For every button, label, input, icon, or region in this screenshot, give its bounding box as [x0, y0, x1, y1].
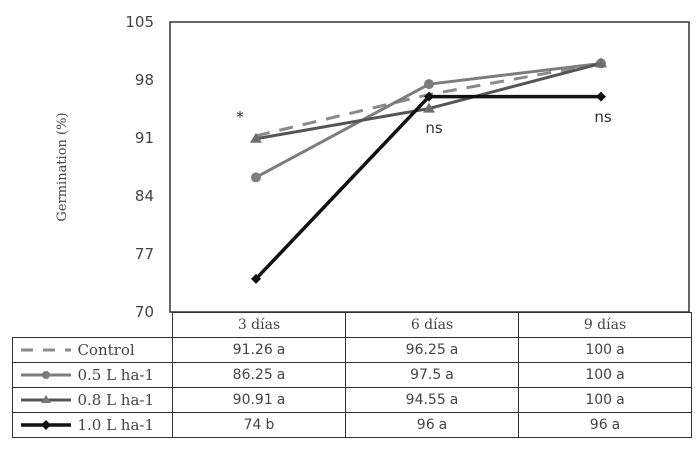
significance-label: *: [236, 108, 244, 126]
diamond-marker: [424, 91, 434, 102]
header-9-dias: 9 días: [518, 312, 692, 338]
triangle-marker: [595, 57, 607, 68]
diamond-marker: [251, 273, 261, 284]
legend-0-5: 0.5 L ha-1: [12, 362, 173, 388]
triangle-marker-line-icon: [21, 395, 71, 403]
y-tick-label: 91: [135, 129, 154, 147]
diamond-marker: [596, 91, 606, 102]
cell-08-9: 100 a: [518, 387, 692, 413]
header-6-dias: 6 días: [345, 312, 519, 338]
plot-area: [169, 21, 690, 313]
legend-label: 0.5 L ha-1: [77, 366, 155, 384]
cell-control-6: 96.25 a: [345, 337, 519, 363]
circle-marker: [251, 172, 261, 183]
header-3-dias: 3 días: [172, 312, 346, 338]
y-tick-label: 77: [135, 245, 154, 263]
cell-05-9: 100 a: [518, 362, 692, 388]
table-corner: [12, 312, 173, 338]
dashed-line-icon: [21, 348, 71, 352]
table-row: 1.0 L ha-1 74 b 96 a 96 a: [12, 412, 692, 438]
y-tick-label: 98: [135, 71, 154, 89]
legend-label: 1.0 L ha-1: [77, 416, 155, 434]
legend-control: Control: [12, 337, 173, 363]
significance-label: ns: [425, 119, 443, 137]
y-tick-label: 105: [125, 13, 154, 31]
cell-10-3: 74 b: [172, 412, 346, 438]
diamond-marker-line-icon: [21, 420, 71, 430]
cell-10-6: 96 a: [345, 412, 519, 438]
triangle-marker: [423, 102, 435, 113]
legend-0-8: 0.8 L ha-1: [12, 387, 173, 413]
table-row: 0.8 L ha-1 90.91 a 94.55 a 100 a: [12, 387, 692, 413]
cell-control-9: 100 a: [518, 337, 692, 363]
cell-08-6: 94.55 a: [345, 387, 519, 413]
circle-marker-line-icon: [21, 371, 71, 379]
significance-label: ns: [594, 108, 612, 126]
legend-1-0: 1.0 L ha-1: [12, 412, 173, 438]
circle-marker: [424, 79, 434, 90]
data-table: 3 días 6 días 9 días Control 91.26 a 96.2…: [12, 312, 692, 438]
series-1-0-l-ha-1: [251, 91, 606, 284]
cell-05-6: 97.5 a: [345, 362, 519, 388]
series-lines: [250, 57, 607, 284]
legend-label: 0.8 L ha-1: [77, 391, 155, 409]
triangle-marker: [250, 132, 262, 143]
y-axis-label: Germination (%): [55, 112, 70, 221]
series-0-8-l-ha-1: [250, 57, 607, 143]
cell-control-3: 91.26 a: [172, 337, 346, 363]
table-row: Control 91.26 a 96.25 a 100 a: [12, 337, 692, 363]
significance-annotations: * ns ns: [236, 108, 612, 137]
cell-08-3: 90.91 a: [172, 387, 346, 413]
table-row: 0.5 L ha-1 86.25 a 97.5 a 100 a: [12, 362, 692, 388]
cell-10-9: 96 a: [518, 412, 692, 438]
table-header-row: 3 días 6 días 9 días: [12, 312, 692, 338]
y-tick-label: 84: [135, 187, 154, 205]
legend-label: Control: [77, 341, 135, 359]
cell-05-3: 86.25 a: [172, 362, 346, 388]
